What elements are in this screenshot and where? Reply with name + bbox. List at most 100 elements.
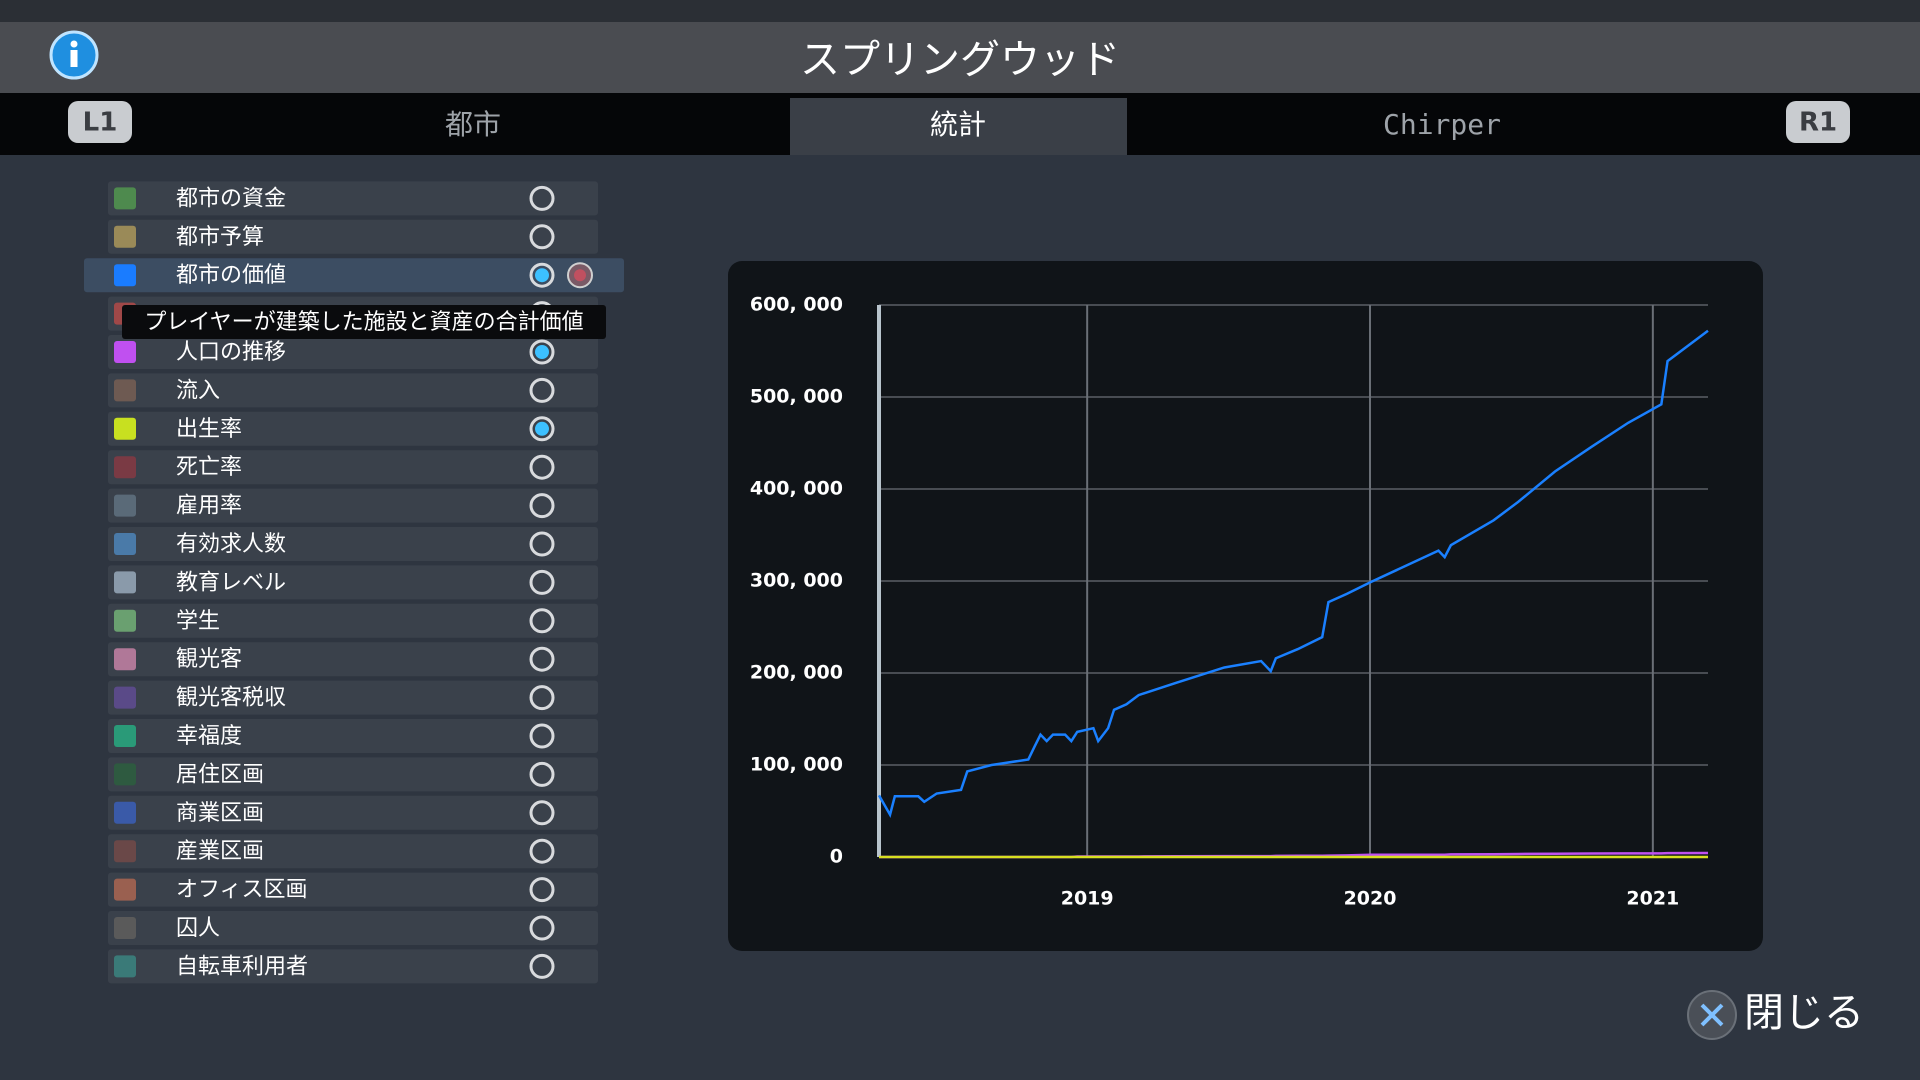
info-icon[interactable]: [49, 30, 99, 80]
chart-panel: [728, 261, 1763, 951]
toggle[interactable]: [529, 416, 555, 442]
color-swatch: [114, 379, 136, 402]
toggle[interactable]: [529, 608, 555, 634]
toggle[interactable]: [529, 339, 555, 365]
toggle[interactable]: [529, 569, 555, 595]
toggle[interactable]: [529, 838, 555, 864]
close-label[interactable]: 閉じる: [1744, 990, 1864, 1036]
toggle-on: [535, 268, 549, 283]
toggle[interactable]: [529, 800, 555, 826]
toggle-on: [535, 421, 549, 436]
toggle[interactable]: [529, 915, 555, 941]
row-label: 観光客税収: [176, 686, 286, 711]
r1-button[interactable]: [1786, 101, 1850, 143]
toggle[interactable]: [529, 685, 555, 711]
row-label: 有効求人数: [176, 532, 286, 557]
row-label: 幸福度: [176, 724, 242, 749]
toggle[interactable]: [529, 877, 555, 903]
tab[interactable]: 統計: [930, 108, 986, 141]
list-row[interactable]: [108, 219, 598, 254]
l1-button[interactable]: [68, 101, 132, 143]
list-row[interactable]: [108, 488, 598, 523]
tab[interactable]: 都市: [445, 108, 501, 141]
row-label: 流入: [176, 378, 220, 403]
list-row[interactable]: [108, 834, 598, 869]
color-swatch: [114, 225, 136, 248]
toggle[interactable]: [529, 646, 555, 672]
row-label: 人口の推移: [176, 340, 286, 365]
y-tick-label: 400, 000: [750, 478, 843, 500]
tooltip: プレイヤーが建築した施設と資産の合計価値: [122, 305, 606, 339]
toggle[interactable]: [529, 761, 555, 787]
r1-label: R1: [1799, 108, 1837, 138]
toggle[interactable]: [529, 224, 555, 250]
row-label: オフィス区画: [176, 878, 308, 903]
list-row[interactable]: [108, 450, 598, 485]
list-row[interactable]: [108, 335, 598, 369]
x-tick-label: 2019: [1061, 888, 1114, 910]
list-row[interactable]: [108, 795, 598, 830]
color-swatch: [114, 264, 136, 287]
list-row[interactable]: [108, 565, 598, 600]
row-label: 雇用率: [176, 494, 242, 519]
color-swatch: [114, 187, 136, 210]
toggle[interactable]: [529, 953, 555, 979]
color-swatch: [114, 609, 136, 632]
y-tick-label: 200, 000: [750, 662, 843, 684]
color-swatch: [114, 456, 136, 479]
toggle[interactable]: [529, 454, 555, 480]
list-row[interactable]: [108, 181, 598, 216]
list-row[interactable]: [108, 757, 598, 792]
toggle[interactable]: [529, 262, 555, 288]
color-swatch: [114, 571, 136, 594]
list-row[interactable]: [84, 258, 624, 293]
chart: 0 100, 000 200, 000 300, 000 400, 000 500, 00…: [750, 294, 1709, 910]
color-swatch: [114, 341, 136, 363]
list-row[interactable]: [108, 603, 598, 638]
row-label: 都市の資金: [176, 186, 286, 211]
row-label: 観光客: [176, 647, 242, 672]
list-row[interactable]: [108, 411, 598, 446]
x-tick-label: 2020: [1344, 888, 1397, 910]
row-label: 居住区画: [176, 762, 264, 787]
y-tick-label: 300, 000: [750, 570, 843, 592]
list-row[interactable]: [108, 949, 598, 984]
l1-label: L1: [83, 108, 118, 138]
row-label: 教育レベル: [176, 570, 286, 595]
toggle[interactable]: [529, 493, 555, 519]
city-name: スプリングウッド: [800, 37, 1120, 83]
y-tick-label: 600, 000: [750, 294, 843, 316]
list-row[interactable]: [108, 719, 598, 753]
list-row[interactable]: [108, 373, 598, 408]
color-swatch: [114, 801, 136, 824]
list-row[interactable]: [108, 642, 598, 677]
row-label: 出生率: [176, 417, 242, 442]
remove-dot: [574, 269, 586, 282]
color-swatch: [114, 648, 136, 671]
row-label: 商業区画: [176, 801, 264, 826]
color-swatch: [114, 917, 136, 939]
toggle[interactable]: [529, 723, 555, 749]
list-row[interactable]: [108, 911, 598, 945]
color-swatch: [114, 417, 136, 440]
list-row[interactable]: [108, 872, 598, 907]
list-row[interactable]: [108, 680, 598, 715]
toggle[interactable]: [529, 531, 555, 557]
color-swatch: [114, 686, 136, 709]
row-label: 都市予算: [176, 225, 264, 250]
tooltip-text: プレイヤーが建築した施設と資産の合計価値: [144, 310, 583, 335]
row-label: 囚人: [176, 916, 220, 941]
toggle[interactable]: [529, 185, 555, 211]
color-swatch: [114, 725, 136, 747]
row-label: 学生: [176, 609, 220, 634]
toggle[interactable]: [529, 377, 555, 403]
close-button[interactable]: [1687, 990, 1737, 1040]
tab[interactable]: Chirper: [1383, 108, 1501, 141]
list-row[interactable]: [108, 527, 598, 561]
y-tick-label: 500, 000: [750, 386, 843, 408]
color-swatch: [114, 955, 136, 978]
top-strip: [0, 0, 1920, 22]
header-bar: [0, 22, 1920, 93]
